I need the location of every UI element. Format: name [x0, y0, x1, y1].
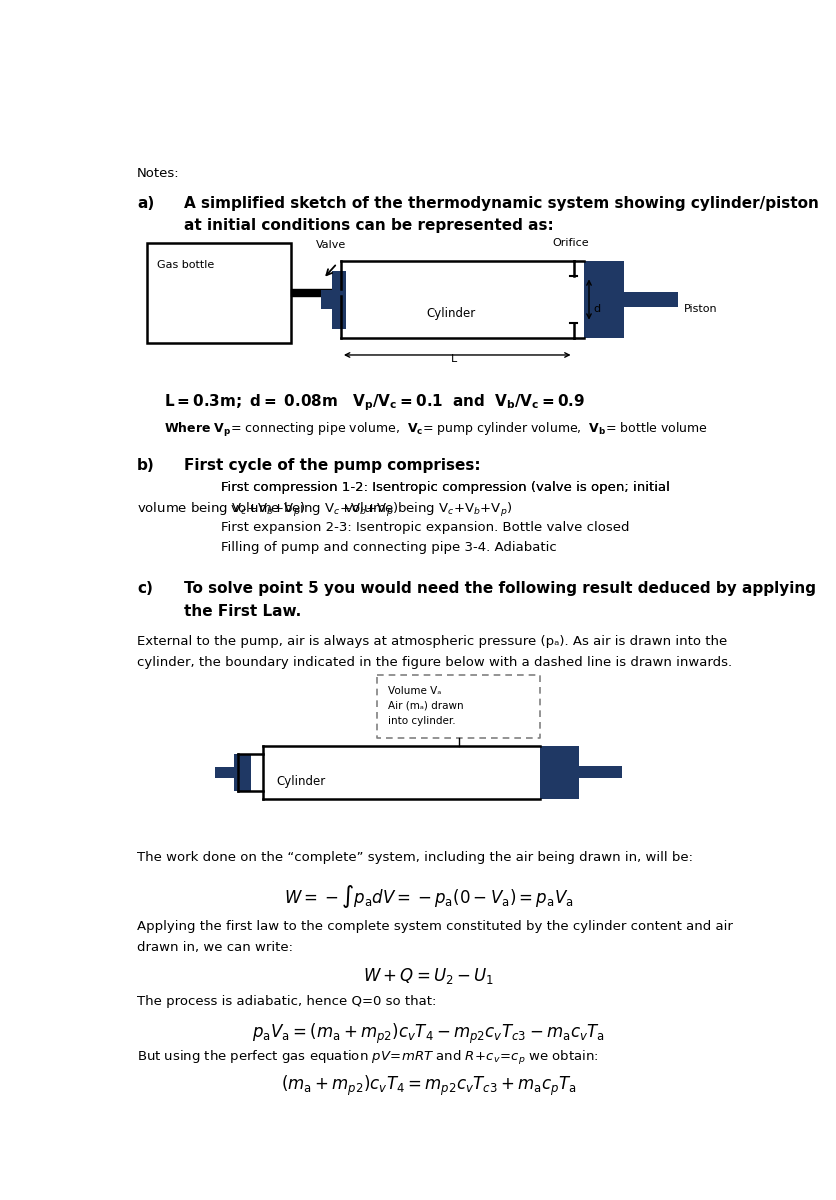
Text: First compression 1-2: Isentropic compression (valve is open; initial: First compression 1-2: Isentropic compre…: [221, 481, 669, 494]
Text: A simplified sketch of the thermodynamic system showing cylinder/piston: A simplified sketch of the thermodynamic…: [183, 197, 818, 211]
Text: a): a): [137, 197, 154, 211]
Polygon shape: [583, 262, 623, 338]
Text: b): b): [137, 458, 155, 473]
Text: Cylinder: Cylinder: [426, 307, 475, 320]
Text: volume being V$_c$+V$_b$+V$_p$): volume being V$_c$+V$_b$+V$_p$): [136, 502, 304, 520]
Polygon shape: [320, 290, 331, 308]
Text: the First Law.: the First Law.: [183, 604, 301, 619]
Text: $\mathbf{Where}$ $\mathbf{V_p}$= connecting pipe volume,  $\mathbf{V_c}$= pump c: $\mathbf{Where}$ $\mathbf{V_p}$= connect…: [164, 421, 707, 439]
Text: But using the perfect gas equation $pV\!=\!mRT$ and $R\!+\!c_v\!=\!c_p$ we obtai: But using the perfect gas equation $pV\!…: [137, 1049, 598, 1067]
Text: cylinder, the boundary indicated in the figure below with a dashed line is drawn: cylinder, the boundary indicated in the …: [137, 656, 732, 670]
Text: $p_{\rm a}V_{\rm a} = (m_{\rm a}+m_{p2})c_v T_4 - m_{p2}c_v T_{c3} - m_{\rm a}c_: $p_{\rm a}V_{\rm a} = (m_{\rm a}+m_{p2})…: [252, 1022, 604, 1046]
Text: Gas bottle: Gas bottle: [156, 259, 213, 270]
Text: volume being V$_c$+V$_b$+V$_p$): volume being V$_c$+V$_b$+V$_p$): [344, 502, 512, 520]
Polygon shape: [579, 766, 621, 779]
Text: First compression 1-2: Isentropic compression (valve is open; initial: First compression 1-2: Isentropic compre…: [221, 481, 669, 494]
Text: $W + Q = U_2 - U_1$: $W + Q = U_2 - U_1$: [363, 966, 494, 986]
Polygon shape: [539, 746, 579, 798]
Text: c): c): [137, 581, 153, 596]
Text: First cycle of the pump comprises:: First cycle of the pump comprises:: [183, 458, 480, 473]
Text: Valve: Valve: [315, 240, 345, 251]
Text: Filling of pump and connecting pipe 3-4. Adiabatic: Filling of pump and connecting pipe 3-4.…: [221, 541, 556, 554]
Text: To solve point 5 you would need the following result deduced by applying: To solve point 5 you would need the foll…: [183, 581, 815, 596]
Text: $W = -\int p_{\rm a}dV = -p_{\rm a}(0-V_{\rm a}) = p_{\rm a}V_{\rm a}$: $W = -\int p_{\rm a}dV = -p_{\rm a}(0-V_…: [283, 883, 573, 910]
Text: Applying the first law to the complete system constituted by the cylinder conten: Applying the first law to the complete s…: [137, 920, 732, 934]
Text: Piston: Piston: [684, 304, 717, 314]
Text: Volume Vₐ
Air (mₐ) drawn
into cylinder.: Volume Vₐ Air (mₐ) drawn into cylinder.: [388, 686, 463, 726]
Polygon shape: [234, 754, 251, 791]
Text: L: L: [451, 354, 456, 365]
Text: The work done on the “complete” system, including the air being drawn in, will b: The work done on the “complete” system, …: [137, 851, 692, 864]
Text: $(m_{\rm a}+m_{p2})c_v T_4 = m_{p2}c_v T_{c3} + m_{\rm a}c_p T_{\rm a}$: $(m_{\rm a}+m_{p2})c_v T_4 = m_{p2}c_v T…: [280, 1074, 576, 1098]
Text: at initial conditions can be represented as:: at initial conditions can be represented…: [183, 218, 553, 233]
Text: Cylinder: Cylinder: [277, 775, 325, 788]
Polygon shape: [623, 292, 677, 307]
Text: The process is adiabatic, hence Q=0 so that:: The process is adiabatic, hence Q=0 so t…: [137, 995, 436, 1008]
Text: d: d: [592, 304, 599, 314]
Text: $\mathbf{L=0.3m;\ d=\ 0.08m\ \ \ V_p/V_c=0.1\ \ and\ \ V_b/V_c=0.9}$: $\mathbf{L=0.3m;\ d=\ 0.08m\ \ \ V_p/V_c…: [164, 392, 585, 413]
Text: volume being V$_c$+V$_b$+V$_p$): volume being V$_c$+V$_b$+V$_p$): [229, 502, 398, 520]
Text: First expansion 2-3: Isentropic expansion. Bottle valve closed: First expansion 2-3: Isentropic expansio…: [221, 521, 629, 534]
Polygon shape: [214, 767, 234, 778]
Text: Orifice: Orifice: [552, 238, 589, 248]
Text: External to the pump, air is always at atmospheric pressure (pₐ). As air is draw: External to the pump, air is always at a…: [137, 635, 726, 648]
Text: Notes:: Notes:: [137, 167, 180, 180]
Text: drawn in, we can write:: drawn in, we can write:: [137, 941, 293, 954]
Polygon shape: [331, 271, 345, 329]
